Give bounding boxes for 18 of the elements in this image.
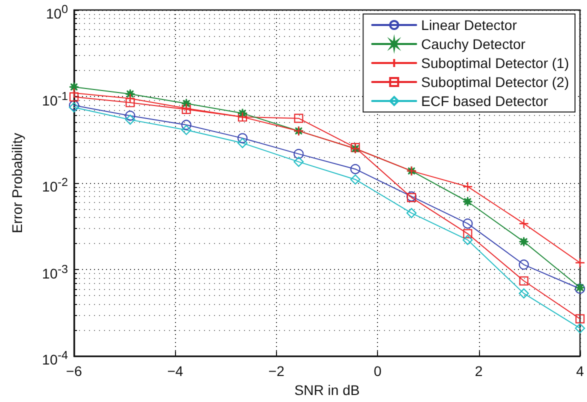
y-tick-label: 10$^{-1}$ — [41, 88, 68, 110]
legend-label: Linear Detector — [421, 17, 518, 33]
y-tick-label: 10$^{0}$ — [44, 2, 68, 23]
y-tick-label: 10$^{-4}$ — [41, 348, 68, 368]
x-tick-label: 2 — [474, 363, 483, 380]
x-tick-label: −6 — [66, 363, 82, 380]
x-axis-title: SNR in dB — [294, 382, 360, 398]
legend-label: Cauchy Detector — [421, 36, 526, 52]
y-tick-label: 10$^{-3}$ — [41, 262, 68, 282]
x-tick-label: 4 — [576, 363, 584, 380]
legend-label: Suboptimal Detector (2) — [421, 74, 570, 90]
y-axis-title: Error Probability — [9, 132, 25, 234]
x-tick-label: −2 — [268, 363, 285, 380]
legend-label: ECF based Detector — [421, 93, 548, 109]
x-tick-label: −4 — [167, 363, 184, 380]
y-tick-label: 10$^{-2}$ — [42, 176, 68, 195]
x-tick-label: 0 — [374, 363, 382, 380]
legend-label: Suboptimal Detector (1) — [421, 55, 570, 71]
